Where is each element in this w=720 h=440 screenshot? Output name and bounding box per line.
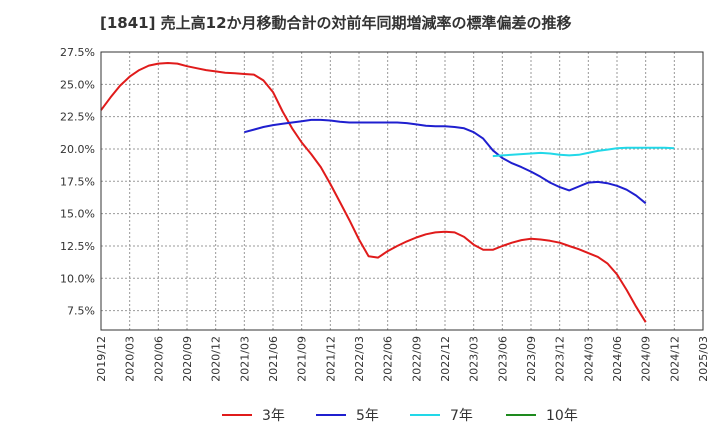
x-tick-label: 2020/12 xyxy=(210,336,223,382)
legend-item-2: 5年 xyxy=(316,404,379,426)
legend-label: 5年 xyxy=(356,408,379,424)
legend-label: 3年 xyxy=(262,408,285,424)
x-tick-label: 2020/09 xyxy=(181,336,194,382)
x-tick-label: 2023/03 xyxy=(468,336,481,382)
x-tick-label: 2022/06 xyxy=(382,336,395,382)
legend-label: 7年 xyxy=(450,408,473,424)
y-tick-label: 27.5% xyxy=(60,46,95,59)
y-tick-label: 15.0% xyxy=(60,208,95,221)
y-tick-label: 20.0% xyxy=(60,143,95,156)
legend-swatch xyxy=(316,414,346,416)
series-line-2 xyxy=(244,118,647,205)
legend-swatch xyxy=(222,414,252,416)
x-tick-label: 2022/03 xyxy=(353,336,366,382)
y-tick-label: 25.0% xyxy=(60,78,95,91)
x-tick-label: 2024/09 xyxy=(640,336,653,382)
y-tick-label: 7.5% xyxy=(67,305,95,318)
x-tick-label: 2020/06 xyxy=(152,336,165,382)
x-tick-label: 2021/06 xyxy=(267,336,280,382)
y-tick-label: 22.5% xyxy=(60,111,95,124)
legend-item-3: 7年 xyxy=(410,404,473,426)
x-tick-label: 2024/03 xyxy=(582,336,595,382)
x-tick-label: 2024/06 xyxy=(611,336,624,382)
y-tick-label: 10.0% xyxy=(60,272,95,285)
chart-legend: 3年 5年 7年 10年 xyxy=(0,404,720,428)
y-tick-label: 17.5% xyxy=(60,175,95,188)
x-tick-label: 2019/12 xyxy=(95,336,108,382)
legend-item-4: 10年 xyxy=(506,404,578,426)
x-tick-label: 2022/12 xyxy=(439,336,452,382)
x-tick-label: 2023/12 xyxy=(554,336,567,382)
x-tick-label: 2022/09 xyxy=(410,336,423,382)
x-tick-label: 2021/03 xyxy=(238,336,251,382)
legend-swatch xyxy=(506,414,536,416)
legend-swatch xyxy=(410,414,440,416)
x-tick-label: 2023/06 xyxy=(496,336,509,382)
y-tick-label: 12.5% xyxy=(60,240,95,253)
series-line-1 xyxy=(100,62,647,323)
legend-label: 10年 xyxy=(546,408,578,424)
x-tick-label: 2021/09 xyxy=(296,336,309,382)
series-line-3 xyxy=(492,146,675,158)
chart-title: [1841] 売上高12か月移動合計の対前年同期増減率の標準偏差の推移 xyxy=(100,14,572,32)
x-tick-label: 2021/12 xyxy=(324,336,337,382)
x-tick-label: 2025/03 xyxy=(697,336,710,382)
plot-frame xyxy=(100,51,704,331)
x-tick-label: 2024/12 xyxy=(668,336,681,382)
x-tick-label: 2020/03 xyxy=(124,336,137,382)
legend-item-1: 3年 xyxy=(222,404,285,426)
x-tick-label: 2023/09 xyxy=(525,336,538,382)
